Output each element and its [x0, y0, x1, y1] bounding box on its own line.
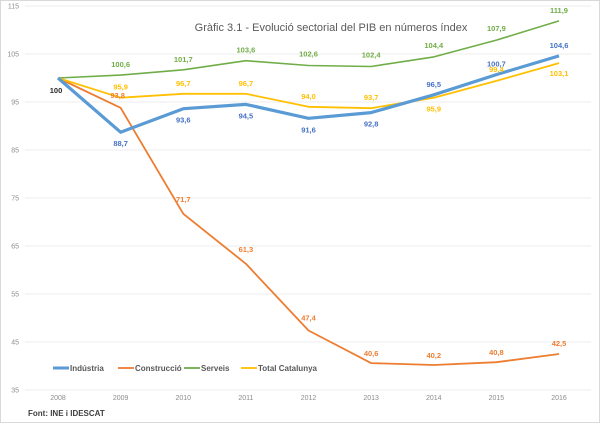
data-label: 96,7	[239, 79, 254, 88]
legend-label: Construcció	[135, 364, 182, 373]
data-label: 92,8	[364, 120, 379, 129]
y-tick-label: 95	[11, 100, 19, 107]
legend-label: Serveis	[201, 364, 230, 373]
data-label: 111,9	[550, 6, 568, 15]
series-line-serveis	[57, 20, 560, 79]
y-tick-label: 65	[11, 244, 19, 251]
data-label: 93,8	[110, 91, 125, 100]
data-label: 42,5	[552, 339, 567, 348]
y-axis-ticks: 35 45 55 65 75 85 95 105 115	[7, 4, 19, 395]
data-label: 94,5	[239, 111, 254, 120]
data-label: 95,9	[113, 83, 128, 92]
data-label: 95,9	[426, 105, 441, 114]
series-line-indústria	[56, 54, 560, 134]
x-tick-label: 2015	[489, 395, 505, 402]
data-label: 102,6	[299, 50, 318, 59]
y-tick-label: 105	[7, 52, 19, 59]
legend-label: Indústria	[70, 364, 104, 373]
data-labels: 88,7 93,6 94,5 91,6 92,8 96,5 100,7 104,6 93,8 71…	[110, 6, 568, 360]
y-tick-label: 35	[11, 388, 19, 395]
x-tick-label: 2011	[238, 395, 253, 402]
legend-item: Construcció	[118, 364, 182, 373]
x-tick-label: 2008	[50, 395, 66, 402]
legend-item: Serveis	[184, 364, 230, 373]
x-tick-label: 2009	[113, 395, 129, 402]
data-label: 94,0	[301, 92, 316, 101]
y-tick-label: 85	[11, 148, 19, 155]
data-label: 103,1	[550, 69, 569, 78]
data-label: 96,5	[426, 80, 441, 89]
x-tick-label: 2016	[551, 395, 567, 402]
legend-item: Indústria	[53, 364, 104, 373]
data-label: 71,7	[176, 195, 191, 204]
data-label: 93,6	[176, 116, 191, 125]
data-label: 91,6	[301, 125, 316, 134]
chart-title: Gràfic 3.1 - Evolució sectorial del PIB …	[195, 22, 468, 34]
data-label: 47,4	[301, 313, 316, 322]
y-tick-label: 45	[11, 340, 19, 347]
data-label: 93,7	[364, 93, 379, 102]
data-label: 99,4	[489, 65, 504, 74]
x-axis-ticks: 2008 2009 2010 2011 2012 2013 2014 2015 2016	[50, 395, 567, 402]
series-line-construcció	[57, 77, 560, 366]
data-label: 100,6	[111, 60, 130, 69]
source-note: Font: INE i IDESCAT	[28, 409, 105, 418]
data-label: 104,4	[424, 41, 444, 50]
y-tick-label: 75	[11, 196, 19, 203]
x-tick-label: 2010	[175, 395, 191, 402]
gridlines	[25, 5, 591, 391]
data-label: 102,4	[362, 50, 382, 59]
x-tick-label: 2014	[426, 395, 442, 402]
x-tick-label: 2013	[363, 395, 379, 402]
data-label: 104,6	[550, 41, 569, 50]
data-label: 40,8	[489, 348, 504, 357]
data-label: 101,7	[174, 55, 193, 64]
data-label: 40,2	[426, 351, 441, 360]
legend-label: Total Catalunya	[258, 364, 318, 373]
data-label: 88,7	[113, 139, 128, 148]
x-tick-label: 2012	[301, 395, 317, 402]
data-label: 107,9	[487, 24, 506, 33]
series-line-total-catalunya	[57, 62, 560, 110]
series-lines	[56, 20, 560, 366]
data-label: 103,6	[236, 46, 255, 55]
y-tick-label: 55	[11, 292, 19, 299]
data-label: 100,7	[487, 60, 506, 69]
y-tick-label: 115	[8, 4, 19, 11]
data-label: 96,7	[176, 79, 191, 88]
data-label: 61,3	[239, 245, 254, 254]
base-value-label: 100	[50, 86, 63, 95]
data-label: 40,6	[364, 349, 379, 358]
legend: Indústria Construcció Serveis Total Catalun…	[53, 364, 318, 373]
legend-item: Total Catalunya	[241, 364, 318, 373]
